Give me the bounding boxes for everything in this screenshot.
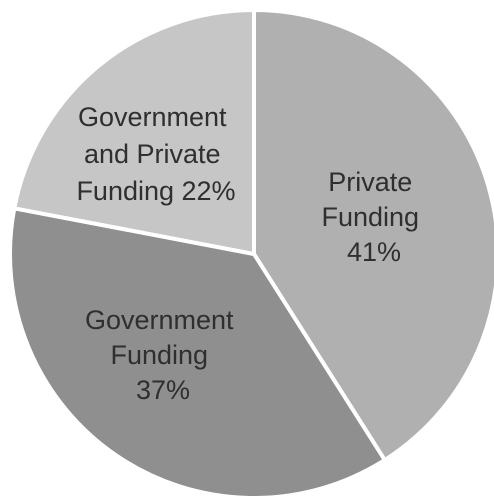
slice-label-government-and-private-funding: Government and Private Funding 22% — [76, 102, 235, 206]
label-line: and Private — [84, 139, 221, 169]
pie-slice-government-funding — [8, 206, 387, 496]
pie-labels: Private Funding 41% Government Funding 3… — [76, 102, 426, 405]
pie-slice-government-and-private-funding — [12, 8, 256, 256]
label-line: Funding — [321, 202, 419, 232]
label-line: 37% — [136, 375, 190, 405]
label-line: 41% — [347, 237, 401, 267]
label-line: Government — [78, 102, 227, 132]
slice-label-private-funding: Private Funding 41% — [321, 167, 426, 267]
label-line: Funding 22% — [76, 176, 235, 206]
slice-label-government-funding: Government Funding 37% — [85, 305, 241, 405]
label-line: Private — [328, 167, 412, 197]
label-line: Government — [85, 305, 234, 335]
label-line: Funding — [110, 340, 208, 370]
pie-slices — [8, 8, 494, 496]
